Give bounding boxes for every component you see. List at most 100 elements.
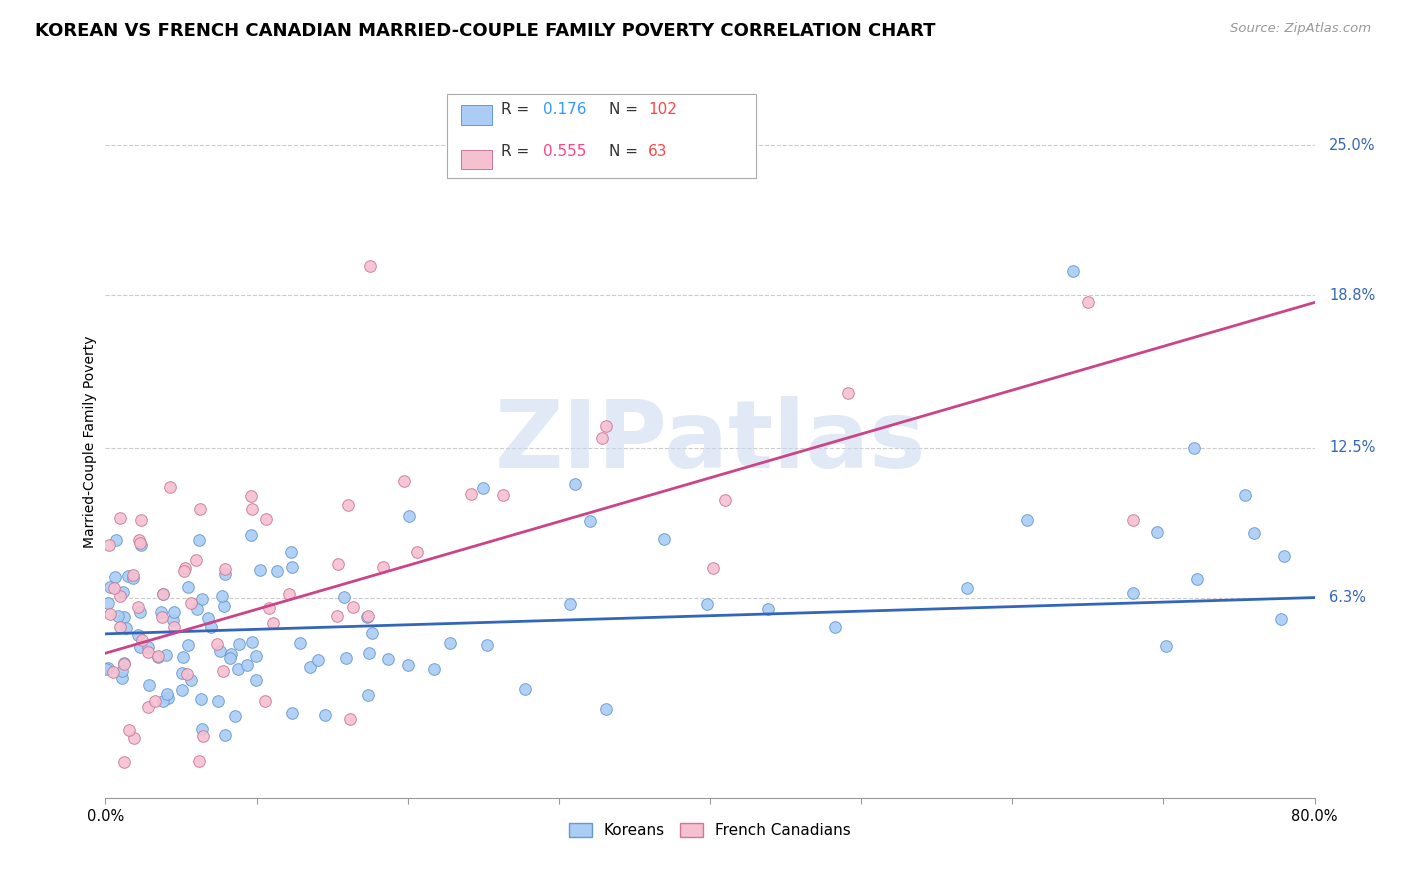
Text: 25.0%: 25.0% bbox=[1329, 137, 1375, 153]
Point bbox=[359, 646, 381, 660]
Point bbox=[398, 508, 420, 523]
Point bbox=[159, 480, 181, 494]
Point bbox=[107, 609, 129, 624]
Point bbox=[1077, 295, 1099, 310]
Point bbox=[756, 601, 779, 615]
Point bbox=[170, 682, 193, 697]
Point bbox=[155, 648, 177, 663]
Point bbox=[361, 626, 384, 640]
Point bbox=[423, 662, 446, 676]
Point bbox=[281, 559, 304, 574]
Point bbox=[240, 490, 263, 504]
Point bbox=[249, 563, 271, 577]
Point bbox=[103, 581, 125, 595]
Point bbox=[245, 673, 267, 688]
Point bbox=[191, 722, 214, 736]
Point bbox=[1270, 612, 1292, 626]
Point bbox=[1274, 549, 1296, 564]
Point bbox=[128, 640, 150, 654]
Point bbox=[191, 730, 214, 744]
Text: R =: R = bbox=[501, 103, 534, 117]
Text: N =: N = bbox=[609, 145, 643, 159]
Point bbox=[150, 605, 173, 619]
Point bbox=[170, 665, 193, 680]
Point bbox=[146, 649, 169, 664]
Text: 0.176: 0.176 bbox=[543, 103, 586, 117]
Text: N =: N = bbox=[609, 103, 643, 117]
Point bbox=[111, 664, 134, 678]
Point bbox=[108, 511, 131, 525]
Point bbox=[240, 501, 263, 516]
Point bbox=[492, 488, 515, 502]
Point bbox=[188, 754, 211, 768]
Text: 6.3%: 6.3% bbox=[1329, 591, 1367, 605]
Point bbox=[101, 665, 124, 679]
Legend: Koreans, French Canadians: Koreans, French Canadians bbox=[562, 817, 858, 844]
Point bbox=[837, 386, 859, 401]
Point bbox=[326, 557, 349, 571]
Point bbox=[1185, 572, 1208, 586]
Point bbox=[97, 538, 120, 552]
Point bbox=[652, 533, 675, 547]
Point bbox=[173, 564, 195, 578]
Point bbox=[97, 660, 120, 674]
Point bbox=[177, 638, 200, 652]
Point bbox=[1182, 441, 1205, 455]
Point bbox=[108, 620, 131, 634]
Point bbox=[145, 694, 167, 708]
Point bbox=[129, 538, 152, 552]
Point bbox=[475, 638, 498, 652]
Point bbox=[396, 657, 419, 672]
Point bbox=[540, 150, 562, 164]
Point bbox=[152, 694, 174, 708]
Point bbox=[112, 609, 135, 624]
Point bbox=[1243, 526, 1265, 541]
Point bbox=[152, 610, 174, 624]
Point bbox=[96, 662, 118, 676]
Point bbox=[240, 527, 263, 541]
Point bbox=[128, 536, 150, 550]
Point bbox=[98, 580, 121, 594]
Point bbox=[342, 599, 364, 614]
Point bbox=[1017, 513, 1039, 527]
Point bbox=[157, 690, 180, 705]
Point bbox=[131, 633, 153, 648]
Point bbox=[211, 589, 233, 603]
Point bbox=[281, 706, 304, 720]
Point bbox=[138, 640, 160, 655]
Point bbox=[112, 657, 135, 671]
Point bbox=[122, 731, 145, 745]
Point bbox=[714, 492, 737, 507]
Point bbox=[439, 636, 461, 650]
Point bbox=[118, 723, 141, 738]
Point bbox=[136, 645, 159, 659]
Point bbox=[359, 259, 381, 273]
Point bbox=[128, 533, 150, 547]
Point bbox=[104, 533, 127, 548]
Point bbox=[591, 431, 613, 445]
Point bbox=[176, 580, 198, 594]
Point bbox=[197, 611, 219, 625]
Point bbox=[226, 662, 249, 676]
Point bbox=[254, 511, 277, 525]
Point bbox=[112, 656, 135, 670]
Text: 102: 102 bbox=[648, 103, 678, 117]
Point bbox=[595, 702, 617, 716]
Point bbox=[280, 545, 302, 559]
Point bbox=[156, 687, 179, 701]
Point bbox=[356, 688, 378, 702]
Point bbox=[138, 700, 160, 714]
Point bbox=[211, 665, 233, 679]
Point bbox=[200, 620, 222, 634]
Point bbox=[339, 712, 361, 726]
Point bbox=[127, 628, 149, 642]
Point bbox=[460, 486, 482, 500]
Point bbox=[173, 561, 195, 575]
Point bbox=[190, 592, 212, 607]
Point bbox=[373, 560, 395, 574]
Text: KOREAN VS FRENCH CANADIAN MARRIED-COUPLE FAMILY POVERTY CORRELATION CHART: KOREAN VS FRENCH CANADIAN MARRIED-COUPLE… bbox=[35, 22, 935, 40]
Point bbox=[277, 587, 299, 601]
Point bbox=[152, 587, 174, 601]
Point bbox=[245, 648, 267, 663]
Point bbox=[253, 694, 276, 708]
